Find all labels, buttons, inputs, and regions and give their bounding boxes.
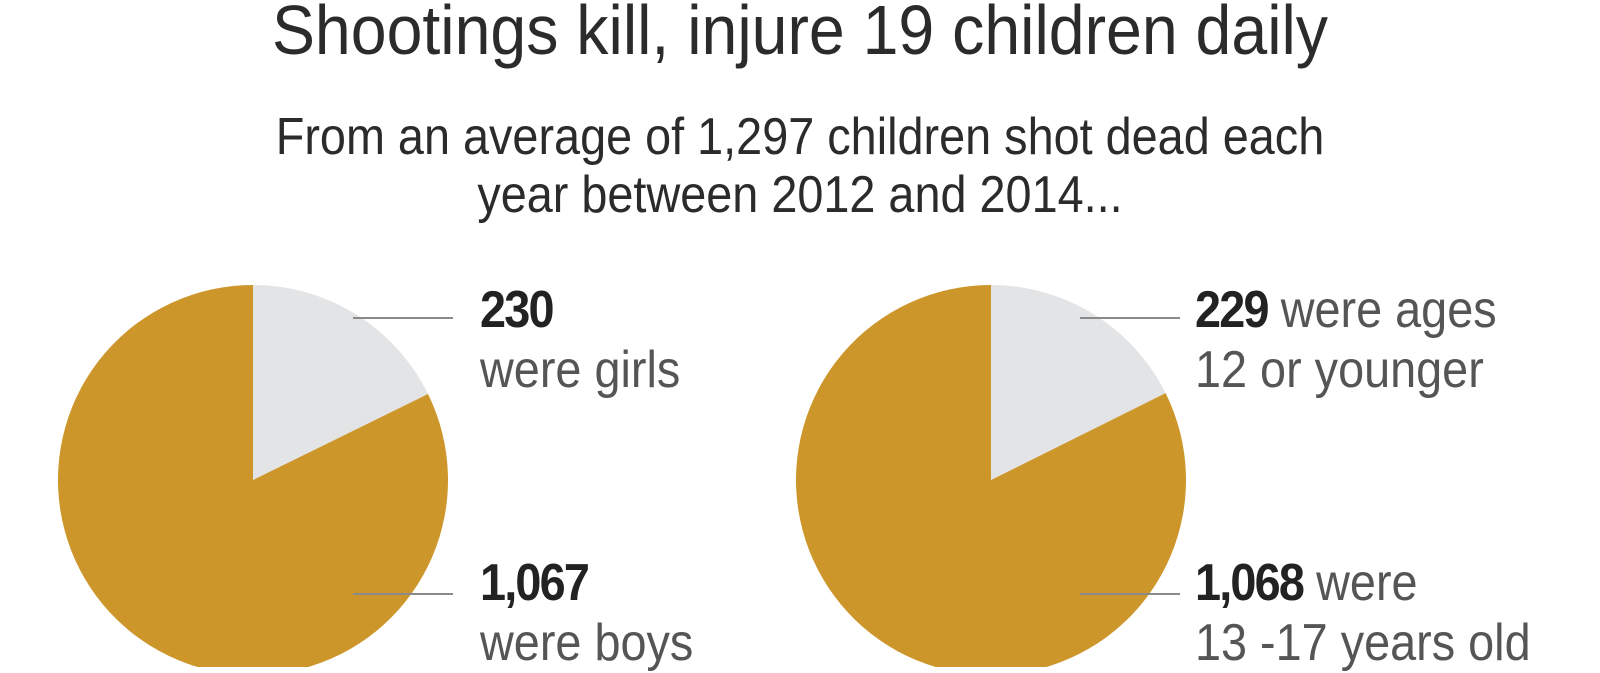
pie-chart-age [796,285,1186,667]
girls-label: 230 were girls [480,280,680,400]
teen-text: were [1316,554,1418,612]
girls-text: were girls [480,341,681,399]
slice-boys [58,285,448,667]
slice-girls [253,285,429,480]
chart-title: Shootings kill, injure 19 children daily [271,0,1329,69]
young-count: 229 [1195,281,1269,339]
young-text: were ages [1280,281,1497,339]
teen-text-2: 13 -17 years old [1195,614,1531,672]
boys-label: 1,067 were boys [480,553,693,673]
teen-count: 1,068 [1195,554,1305,612]
subtitle-line-1: From an average of 1,297 children shot d… [275,108,1325,166]
young-label: 229 were ages 12 or younger [1195,280,1497,400]
teen-label: 1,068 were 13 -17 years old [1195,553,1531,673]
subtitle-line-2: year between 2012 and 2014... [477,166,1123,224]
pie-chart-gender [58,285,453,667]
boys-count: 1,067 [480,554,590,612]
slice-ages-12-or-younger [991,285,1166,480]
young-text-2: 12 or younger [1195,341,1484,399]
chart-subtitle: From an average of 1,297 children shot d… [80,108,1520,224]
girls-count: 230 [480,281,554,339]
slice-ages-13-17 [796,285,1186,667]
boys-text: were boys [480,614,694,672]
